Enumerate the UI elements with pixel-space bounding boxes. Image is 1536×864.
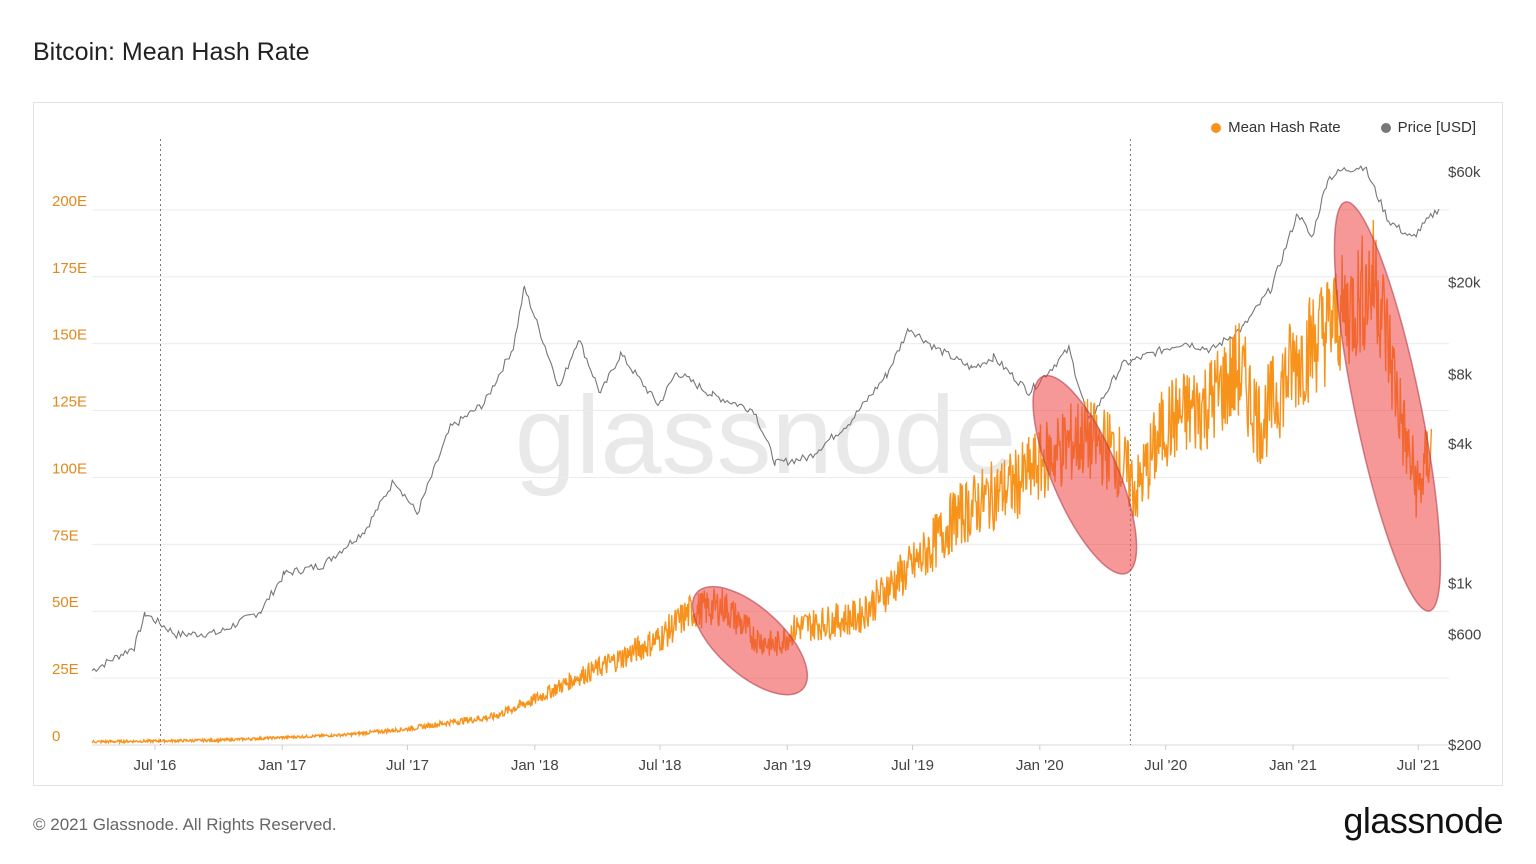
y-right-tick-label: $4k — [1448, 436, 1473, 453]
legend-label-price: Price [USD] — [1397, 119, 1476, 136]
legend-dot-hash-rate — [1211, 122, 1222, 133]
x-tick-label: Jul '18 — [639, 757, 682, 774]
y-left-tick-label: 150E — [52, 327, 87, 344]
legend-item-hash-rate[interactable]: Mean Hash Rate — [1211, 119, 1341, 136]
legend-item-price[interactable]: Price [USD] — [1380, 119, 1476, 136]
x-tick-label: Jan '21 — [1269, 757, 1317, 774]
chart-title: Bitcoin: Mean Hash Rate — [33, 38, 310, 66]
copyright-footer: © 2021 Glassnode. All Rights Reserved. — [33, 815, 337, 834]
x-tick-label: Jan '19 — [763, 757, 811, 774]
x-tick-label: Jul '20 — [1144, 757, 1187, 774]
y-right-tick-label: $20k — [1448, 274, 1481, 291]
brand-logo: glassnode — [1343, 800, 1503, 841]
chart-panel: glassnode 0 25E 50E 75E 100E 125E 150E 175E 200E $… — [33, 102, 1503, 786]
x-tick-label: Jan '20 — [1016, 757, 1064, 774]
highlight-ellipse-2 — [1032, 374, 1138, 575]
x-tick-label: Jul '21 — [1397, 757, 1440, 774]
y-right-tick-label: $600 — [1448, 627, 1481, 644]
legend-dot-price — [1380, 122, 1391, 133]
y-left-tick-label: 0 — [52, 728, 60, 745]
price-series-line — [91, 165, 1440, 673]
watermark-text: glassnode — [515, 374, 1017, 497]
y-left-tick-label: 25E — [52, 661, 79, 678]
y-right-tick-label: $200 — [1448, 737, 1481, 754]
chart-legend: Mean Hash Rate Price [USD] — [1211, 119, 1476, 136]
legend-label-hash-rate: Mean Hash Rate — [1228, 119, 1341, 136]
x-tick-label: Jul '19 — [891, 757, 934, 774]
y-left-tick-label: 100E — [52, 460, 87, 477]
highlight-ellipse-1 — [691, 585, 809, 696]
y-left-tick-label: 200E — [52, 193, 87, 210]
highlight-ellipse-3 — [1333, 201, 1442, 612]
y-right-tick-label: $60k — [1448, 164, 1481, 181]
y-left-tick-label: 175E — [52, 260, 87, 277]
x-tick-label: Jan '18 — [511, 757, 559, 774]
y-left-tick-label: 125E — [52, 394, 87, 411]
x-tick-label: Jul '16 — [134, 757, 177, 774]
y-right-tick-label: $1k — [1448, 575, 1473, 592]
x-tick-label: Jan '17 — [258, 757, 306, 774]
y-left-tick-label: 50E — [52, 594, 79, 611]
y-right-tick-label: $8k — [1448, 366, 1473, 383]
chart-svg: glassnode 0 25E 50E 75E 100E 125E 150E 175E 200E $… — [52, 139, 1481, 774]
x-tick-label: Jul '17 — [386, 757, 429, 774]
y-left-tick-label: 75E — [52, 527, 79, 544]
